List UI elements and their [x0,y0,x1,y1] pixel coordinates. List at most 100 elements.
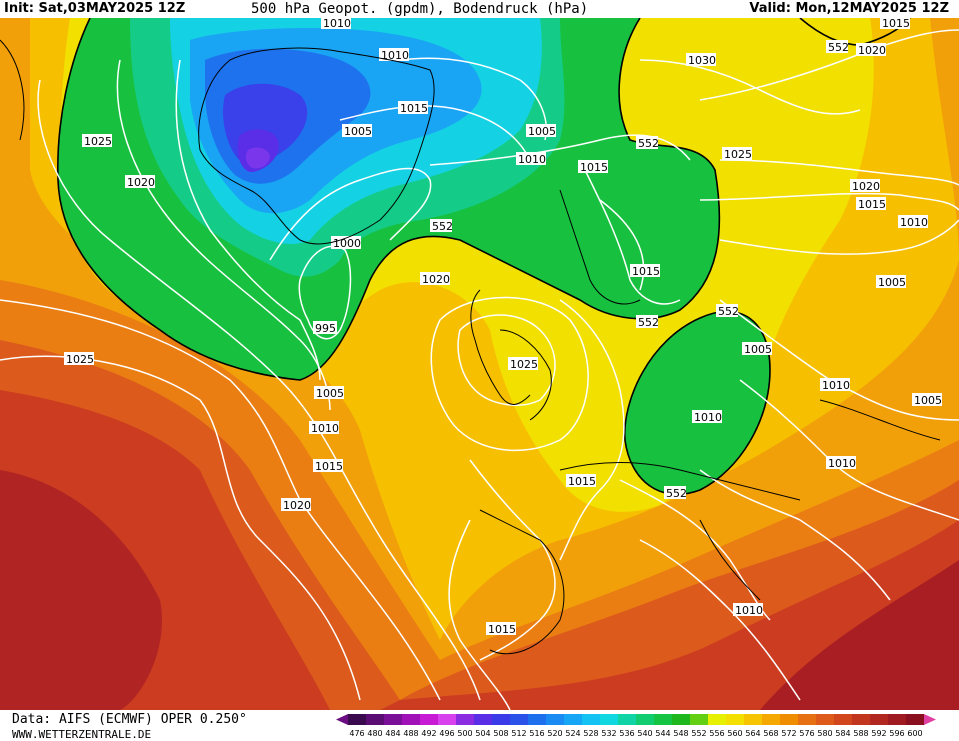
colorbar-tick-label: 500 [457,729,472,738]
svg-text:1010: 1010 [381,49,409,62]
colorbar-swatch [870,714,888,725]
field-deep-red-sw [0,470,162,710]
colorbar-swatch [744,714,762,725]
colorbar-tick-label: 520 [547,729,562,738]
colorbar-tick-label: 588 [853,729,868,738]
isobar-label: 1005 [912,393,942,407]
colorbar-swatch [474,714,492,725]
colorbar: 476 480 484 488 492 496 500 504 508 512 516 520 524 5… [336,714,936,738]
field-core [245,147,270,169]
isobar-labels: 1010 1010 1015 1015 1030 1015 1020 1025 … [64,18,942,636]
isobar-label: 1020 [125,175,155,189]
svg-text:1020: 1020 [858,44,886,57]
svg-text:552: 552 [432,220,453,233]
svg-text:552: 552 [638,137,659,150]
label-552-4: 552 [716,304,739,318]
colorbar-swatch [510,714,528,725]
footer-bar: Data: AIFS (ECMWF) OPER 0.250° WWW.WETTE… [0,710,959,741]
svg-text:1010: 1010 [822,379,850,392]
colorbar-tick-label: 488 [403,729,418,738]
svg-text:1020: 1020 [852,180,880,193]
colorbar-swatch [708,714,726,725]
colorbar-arrow-right [924,714,936,725]
isobar-label: 1015 [578,160,608,174]
colorbar-swatch [456,714,474,725]
svg-text:1005: 1005 [316,387,344,400]
valid-time: Valid: Mon,12MAY2025 12Z [749,1,949,16]
svg-text:1005: 1005 [914,394,942,407]
svg-text:552: 552 [718,305,739,318]
svg-text:1015: 1015 [400,102,428,115]
colorbar-swatch [546,714,564,725]
colorbar-swatch [726,714,744,725]
colorbar-swatch [600,714,618,725]
isobar-label: 1020 [281,498,311,512]
svg-text:552: 552 [666,487,687,500]
colorbar-swatch [564,714,582,725]
label-552-5: 552 [664,486,687,500]
isobar-label: 1010 [309,421,339,435]
svg-text:1025: 1025 [84,135,112,148]
colorbar-tick-label: 544 [655,729,670,738]
colorbar-swatch [366,714,384,725]
isobar-label: 995 [313,321,337,335]
isobar-label: 1030 [686,53,716,67]
data-source-label: Data: AIFS (ECMWF) OPER 0.250° [12,712,247,727]
isobar-label: 1015 [856,197,886,211]
label-552-1: 552 [430,219,453,233]
weather-map: 552 552 552 552 552 552 1010 1010 1015 1… [0,18,959,710]
colorbar-tick-label: 564 [745,729,760,738]
field-deep-red-se [760,560,959,710]
svg-text:1020: 1020 [127,176,155,189]
colorbar-swatch [672,714,690,725]
svg-text:1005: 1005 [344,125,372,138]
svg-text:1010: 1010 [323,18,351,30]
isobar-label: 1010 [733,603,763,617]
isobar-label: 1020 [850,179,880,193]
svg-text:1010: 1010 [900,216,928,229]
colorbar-tick-label: 584 [835,729,850,738]
colorbar-tick-label: 548 [673,729,688,738]
svg-text:1015: 1015 [632,265,660,278]
colorbar-swatch [492,714,510,725]
colorbar-swatch [816,714,834,725]
colorbar-tick-label: 504 [475,729,490,738]
colorbar-tick-label: 484 [385,729,400,738]
isobar-label: 1010 [826,456,856,470]
colorbar-tick-label: 524 [565,729,580,738]
svg-text:995: 995 [315,322,336,335]
colorbar-swatch [348,714,366,725]
colorbar-tick-label: 596 [889,729,904,738]
isobar-label: 1015 [880,18,910,30]
colorbar-tick-label: 568 [763,729,778,738]
isobar-label: 1015 [486,622,516,636]
svg-text:1010: 1010 [694,411,722,424]
colorbar-tick-label: 556 [709,729,724,738]
colorbar-tick-label: 552 [691,729,706,738]
svg-text:1015: 1015 [315,460,343,473]
colorbar-tick-label: 600 [907,729,922,738]
colorbar-tick-label: 532 [601,729,616,738]
svg-text:1020: 1020 [422,273,450,286]
field-green-central [624,311,770,495]
colorbar-tick-label: 540 [637,729,652,738]
colorbar-tick-label: 496 [439,729,454,738]
svg-text:1015: 1015 [858,198,886,211]
isobar-label: 1010 [692,410,722,424]
svg-text:1015: 1015 [580,161,608,174]
colorbar-swatch [834,714,852,725]
colorbar-swatch [384,714,402,725]
colorbar-tick-label: 476 [349,729,364,738]
site-label: WWW.WETTERZENTRALE.DE [12,728,152,741]
svg-text:1015: 1015 [882,18,910,30]
colorbar-tick-label: 492 [421,729,436,738]
colorbar-tick-label: 536 [619,729,634,738]
map-title: 500 hPa Geopot. (gpdm), Bodendruck (hPa) [251,1,589,17]
svg-text:1015: 1015 [568,475,596,488]
isobar-label: 1025 [508,357,538,371]
colorbar-swatch [888,714,906,725]
label-552-3: 552 [636,315,659,329]
svg-text:1005: 1005 [528,125,556,138]
svg-text:1010: 1010 [518,153,546,166]
colorbar-swatch [402,714,420,725]
